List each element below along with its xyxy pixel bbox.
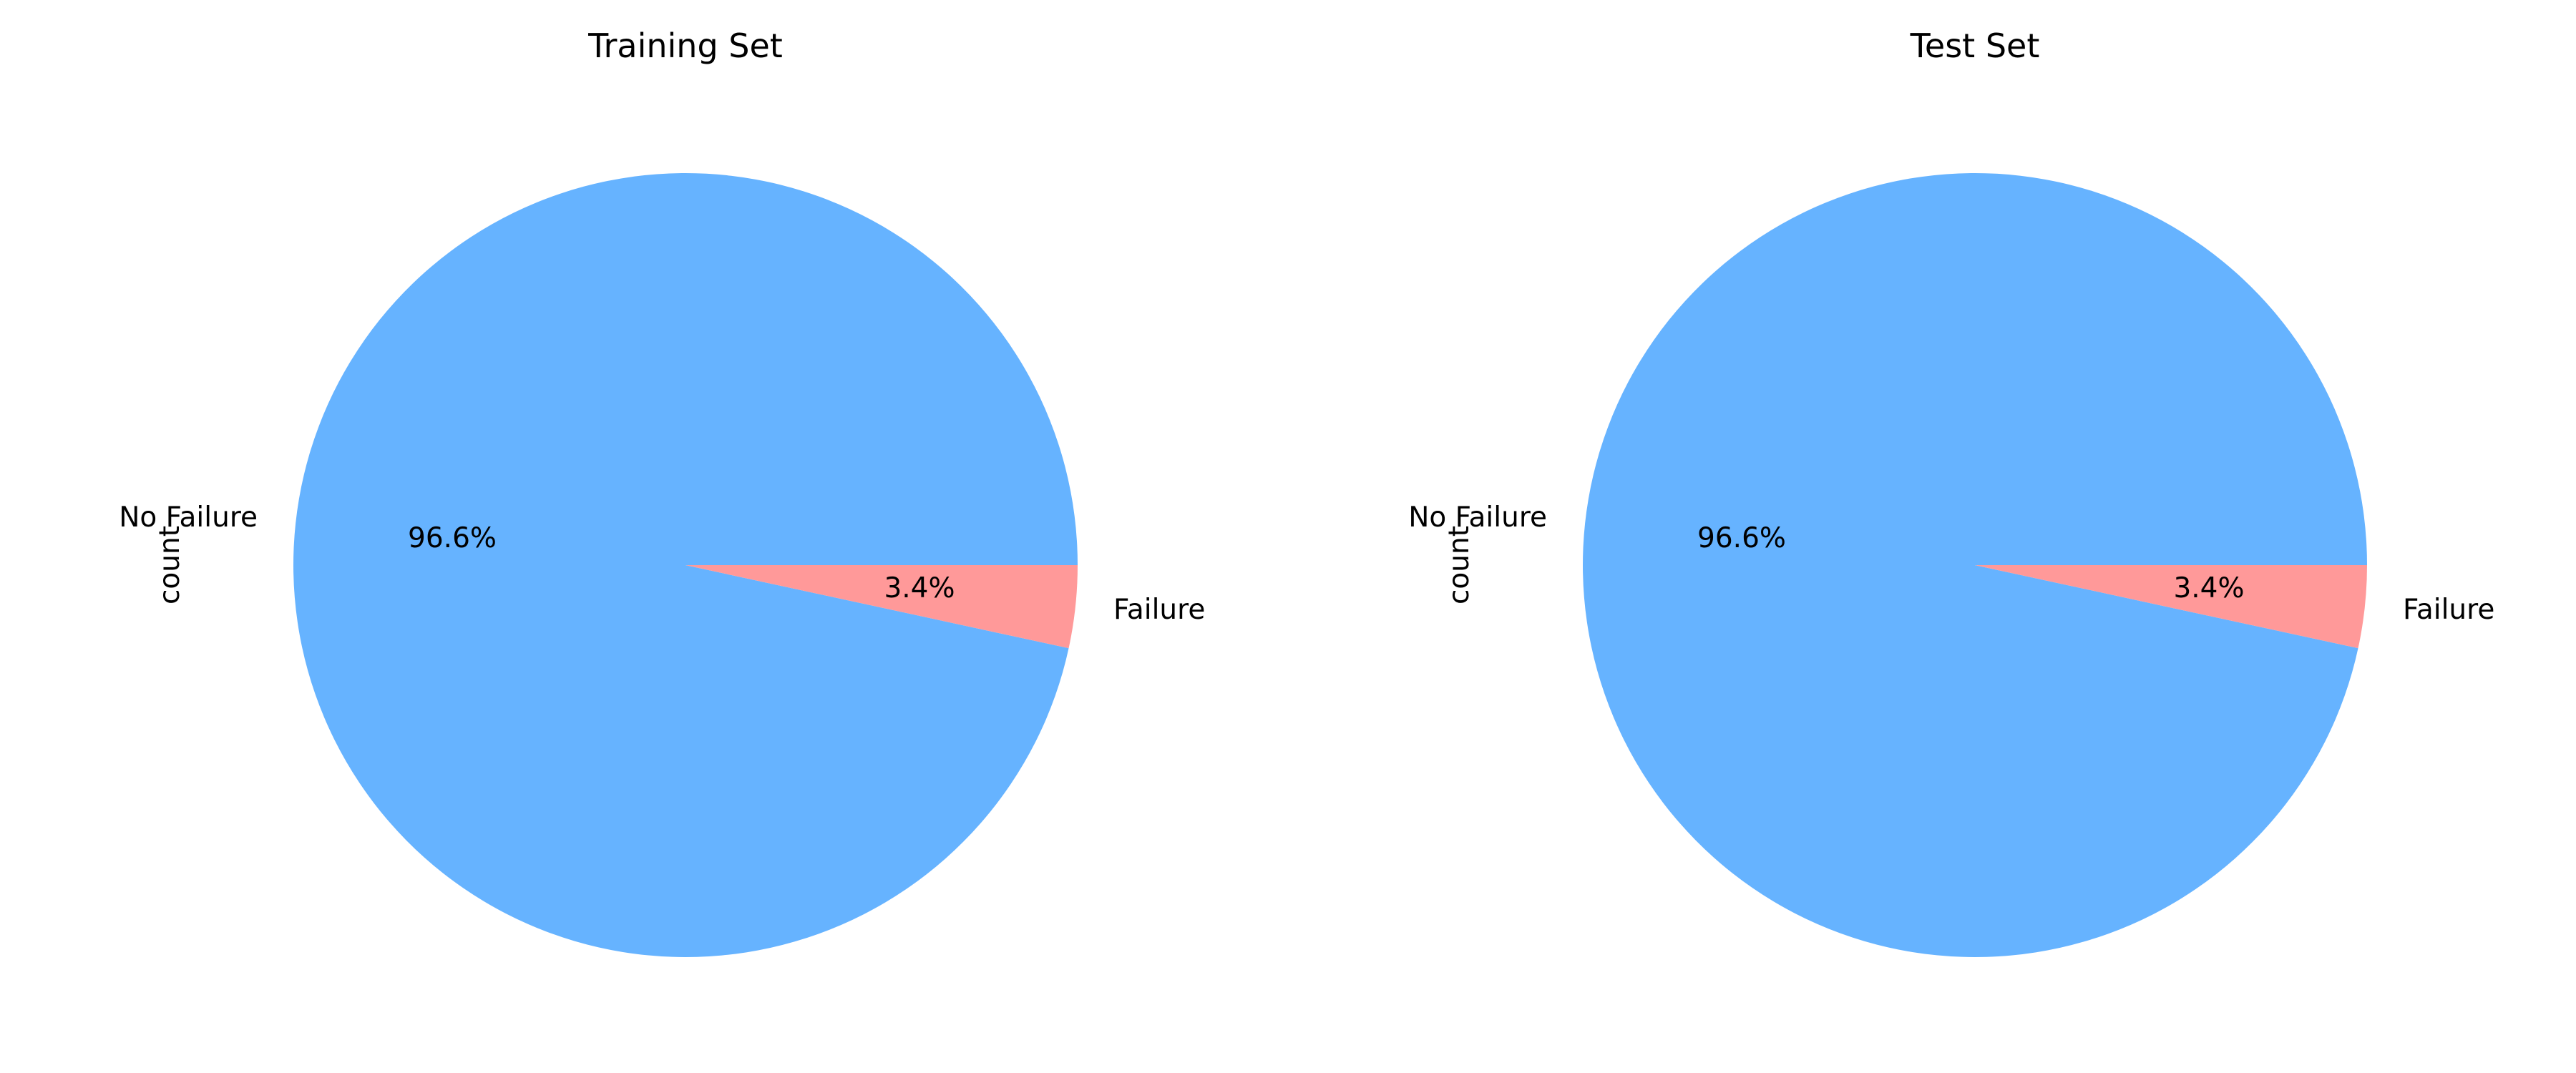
pie-slices [293,172,1078,957]
slice-percent-label: 96.6% [1697,522,1786,554]
y-axis-label: count [1443,526,1475,604]
pie-slice-failure [686,565,1078,649]
chart-title: Test Set [1910,26,2040,65]
pie-slice-no-failure [1582,172,2367,957]
slice-percent-label: 3.4% [2173,572,2244,604]
pie-slice-no-failure [293,172,1078,957]
pie-slice-failure [1975,565,2367,649]
slice-category-label: Failure [2403,594,2494,626]
slice-percent-label: 96.6% [408,522,497,554]
y-axis-label: count [154,526,186,604]
chart-training-set: Training Set 96.6% 3.4% No Failure Failu… [119,26,1205,957]
slice-percent-label: 3.4% [884,572,955,604]
slice-category-label: Failure [1113,594,1205,626]
chart-title: Training Set [587,26,783,65]
slice-category-label: No Failure [119,501,258,534]
slice-category-label: No Failure [1408,501,1547,534]
pie-slices [1582,172,2367,957]
chart-test-set: Test Set 96.6% 3.4% No Failure Failure c… [1408,26,2494,957]
